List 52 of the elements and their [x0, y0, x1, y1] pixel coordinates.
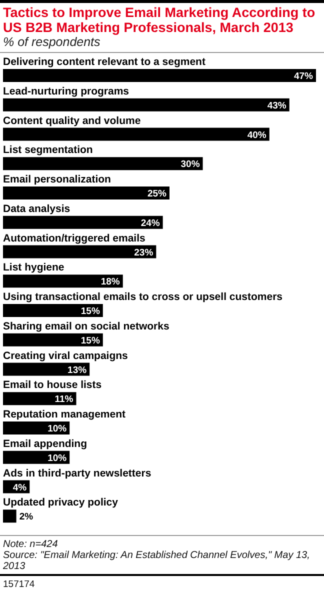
y-tick-label: Email appending [3, 438, 88, 450]
data-label: 10% [48, 452, 68, 464]
y-tick-label: List hygiene [3, 262, 64, 274]
data-label: 13% [68, 364, 88, 376]
y-tick-label: Reputation management [3, 408, 126, 420]
y-tick-label: Lead-nurturing programs [3, 85, 130, 98]
data-label: 47% [294, 71, 314, 82]
text: Note: n=424 [3, 539, 59, 550]
data-label: 23% [134, 247, 154, 258]
chart-subtitle: % of respondents [3, 35, 102, 50]
bar [3, 510, 16, 523]
data-label: 2% [19, 512, 34, 523]
bar [3, 392, 76, 406]
bar [3, 450, 70, 464]
y-tick-label: List segmentation [3, 144, 93, 156]
bar [3, 157, 203, 170]
text: 157174 [0, 574, 324, 593]
bar [3, 362, 90, 376]
bar [3, 69, 316, 82]
y-tick-label: Email personalization [3, 174, 111, 186]
y-tick-label: Updated privacy policy [3, 496, 118, 509]
bar [3, 274, 123, 288]
data-label: 30% [180, 159, 200, 170]
bar [3, 333, 103, 346]
y-tick-label: Delivering content relevant to a segment [3, 56, 206, 68]
data-label: 11% [54, 394, 74, 406]
y-tick-label: Ads in third-party newsletters [3, 467, 152, 480]
bar [3, 128, 270, 141]
chart-title: Tactics to Improve Email Marketing According to US B2B Marketing Professionals, March 2013 [3, 5, 316, 35]
data-label: 4% [12, 482, 28, 494]
y-tick-label: Using transactional emails to cross or upsell customers [3, 291, 283, 303]
y-tick-label: Creating viral campaigns [3, 350, 128, 362]
data-label: 15% [80, 335, 100, 346]
y-tick-label: Sharing email on social networks [3, 320, 170, 332]
data-label: 43% [267, 100, 287, 112]
y-tick-label: Automation/triggered emails [3, 232, 146, 244]
data-label: 10% [48, 424, 68, 434]
y-tick-label: Content quality and volume [3, 114, 141, 127]
bar [3, 216, 163, 229]
source-note: Source: "Email Marketing: An Established Channel Evolves," May 13, 2013 [3, 550, 311, 572]
data-label: 15% [80, 306, 100, 317]
bar [3, 422, 70, 434]
data-label: 18% [100, 276, 120, 288]
data-label: 25% [147, 188, 168, 200]
y-tick-label: Email to house lists [3, 379, 102, 392]
y-tick-label: Data analysis [3, 202, 70, 215]
data-label: 24% [140, 218, 160, 229]
bar [3, 186, 170, 200]
bar [3, 98, 290, 112]
bar [3, 245, 156, 258]
bar [3, 304, 103, 317]
data-label: 40% [247, 130, 267, 141]
